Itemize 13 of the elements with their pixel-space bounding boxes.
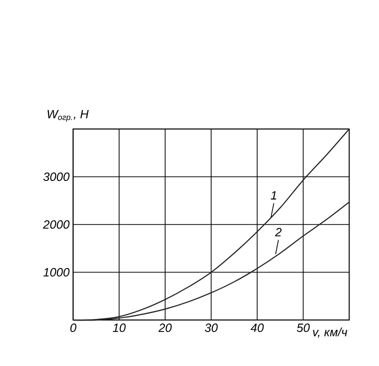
y-tick-label: 1000 [43, 268, 70, 277]
y-tick-label: 3000 [43, 172, 70, 181]
x-axis-title: v, км/ч [313, 328, 348, 338]
x-tick-label: 20 [158, 324, 172, 332]
y-axis-title: W$_{огр.}$, Н [48, 110, 89, 122]
annotation: 2 [275, 228, 282, 236]
x-tick-label: 10 [112, 324, 126, 332]
x-tick-label: 0 [70, 324, 76, 332]
x-tick-label: 40 [250, 324, 264, 332]
annotation: 1 [270, 191, 276, 200]
x-tick-label: 30 [204, 324, 218, 332]
x-tick-label: 50 [296, 324, 310, 332]
y-tick-label: 2000 [42, 220, 70, 229]
